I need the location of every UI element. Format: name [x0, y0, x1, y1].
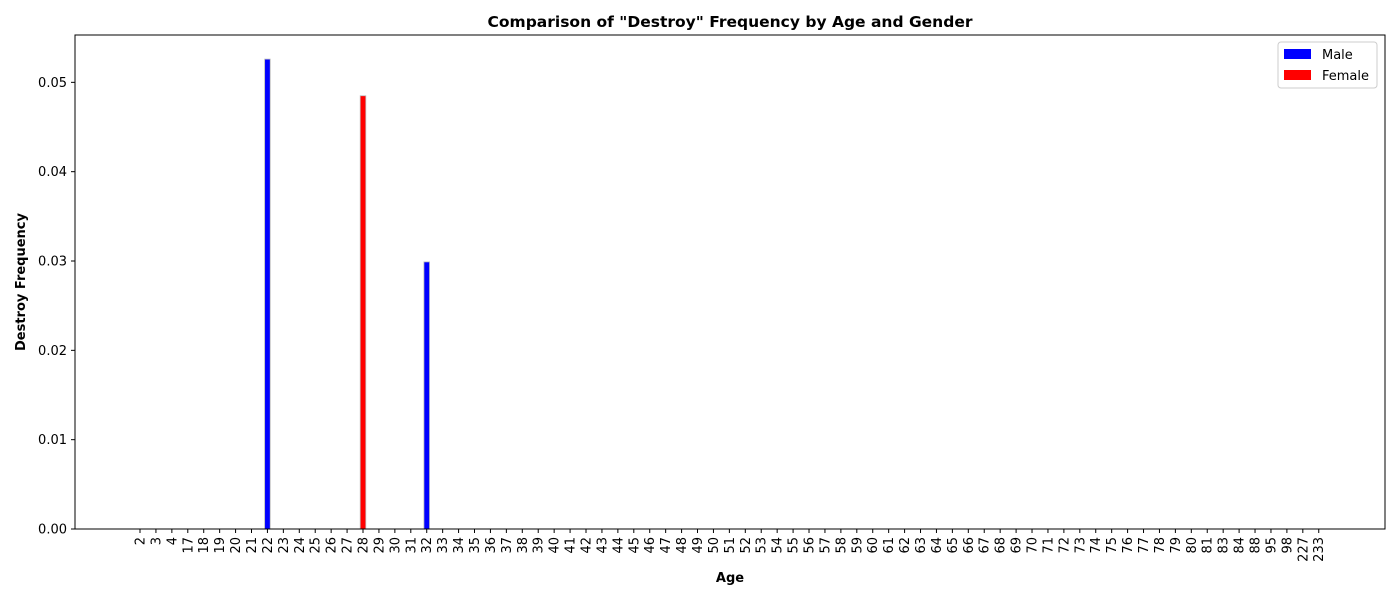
x-tick-label: 81	[1201, 537, 1216, 554]
x-tick-label: 68	[994, 537, 1009, 554]
x-tick-label: 41	[564, 537, 579, 554]
x-tick-label: 44	[611, 537, 626, 554]
x-tick-label: 24	[293, 537, 308, 554]
x-tick-label: 59	[850, 537, 865, 554]
x-tick-label: 46	[643, 537, 658, 554]
x-tick-label: 67	[978, 537, 993, 554]
x-tick-label: 19	[213, 537, 228, 554]
legend-swatch-female	[1284, 70, 1311, 80]
x-tick-label: 78	[1153, 537, 1168, 554]
x-tick-label: 17	[181, 537, 196, 554]
x-tick-label: 72	[1057, 537, 1072, 554]
x-tick-label: 33	[436, 537, 451, 554]
x-tick-label: 49	[691, 537, 706, 554]
x-tick-label: 98	[1280, 537, 1295, 554]
x-tick-label: 74	[1089, 537, 1104, 554]
x-tick-label: 52	[739, 537, 754, 554]
y-tick-label: 0.01	[38, 433, 67, 448]
x-tick-label: 35	[468, 537, 483, 554]
y-tick-label: 0.02	[38, 344, 67, 359]
x-tick-label: 227	[1296, 537, 1311, 562]
x-tick-label: 45	[627, 537, 642, 554]
x-tick-label: 25	[309, 537, 324, 554]
x-tick-label: 43	[595, 537, 610, 554]
x-tick-label: 32	[420, 537, 435, 554]
x-tick-label: 18	[197, 537, 212, 554]
x-tick-label: 66	[962, 537, 977, 554]
plot-frame	[74, 34, 1386, 530]
x-tick-label: 69	[1010, 537, 1025, 554]
y-ticks: 0.00 0.01 0.02 0.03 0.04 0.05	[38, 76, 75, 538]
x-tick-label: 73	[1073, 537, 1088, 554]
x-tick-label: 75	[1105, 537, 1120, 554]
x-tick-label: 3	[149, 537, 164, 545]
x-tick-label: 71	[1041, 537, 1056, 554]
bar-male-22	[264, 58, 271, 530]
x-tick-label: 84	[1233, 537, 1248, 554]
x-tick-label: 233	[1312, 537, 1327, 562]
x-tick-label: 77	[1137, 537, 1152, 554]
x-tick-label: 23	[277, 537, 292, 554]
y-tick-label: 0.00	[38, 523, 67, 538]
x-tick-label: 79	[1169, 537, 1184, 554]
x-tick-label: 36	[484, 537, 499, 554]
x-tick-label: 40	[548, 537, 563, 554]
x-tick-label: 61	[882, 537, 897, 554]
x-tick-label: 22	[261, 537, 276, 554]
x-tick-label: 21	[245, 537, 260, 554]
x-tick-label: 53	[755, 537, 770, 554]
x-tick-label: 70	[1026, 537, 1041, 554]
x-tick-label: 34	[452, 537, 467, 554]
bar-male-32	[423, 261, 430, 530]
y-tick-label: 0.03	[38, 255, 67, 270]
x-tick-label: 30	[388, 537, 403, 554]
x-tick-label: 47	[659, 537, 674, 554]
x-tick-label: 31	[404, 537, 419, 554]
x-tick-label: 88	[1249, 537, 1264, 554]
x-tick-label: 76	[1121, 537, 1136, 554]
x-axis-label: Age	[716, 571, 744, 586]
x-tick-label: 65	[946, 537, 961, 554]
x-tick-label: 27	[341, 537, 356, 554]
x-tick-label: 95	[1264, 537, 1279, 554]
x-tick-label: 55	[787, 537, 802, 554]
x-ticks: 2 3 4 17 18 19 20 21 22 23 24 25 26 27 28 29 30 31 32 33 34 3…	[134, 529, 1327, 562]
plot-area	[75, 35, 1385, 529]
legend-label-male: Male	[1322, 48, 1353, 63]
x-tick-label: 42	[580, 537, 595, 554]
x-tick-label: 62	[898, 537, 913, 554]
x-tick-label: 20	[229, 537, 244, 554]
x-tick-label: 63	[914, 537, 929, 554]
y-tick-label: 0.05	[38, 76, 67, 91]
x-tick-label: 4	[165, 537, 180, 545]
x-tick-label: 80	[1185, 537, 1200, 554]
x-tick-label: 39	[532, 537, 547, 554]
x-tick-label: 54	[771, 537, 786, 554]
x-tick-label: 38	[516, 537, 531, 554]
x-tick-label: 28	[357, 537, 372, 554]
x-tick-label: 48	[675, 537, 690, 554]
bar-female-28	[359, 95, 367, 530]
x-tick-label: 37	[500, 537, 515, 554]
x-tick-label: 57	[818, 537, 833, 554]
x-tick-label: 26	[325, 537, 340, 554]
x-tick-label: 64	[930, 537, 945, 554]
x-tick-label: 83	[1217, 537, 1232, 554]
legend-label-female: Female	[1322, 69, 1369, 84]
x-tick-label: 29	[372, 537, 387, 554]
x-tick-label: 58	[834, 537, 849, 554]
y-axis-label: Destroy Frequency	[14, 212, 29, 351]
y-tick-label: 0.04	[38, 165, 67, 180]
x-tick-label: 51	[723, 537, 738, 554]
x-tick-label: 50	[707, 537, 722, 554]
x-tick-label: 60	[866, 537, 881, 554]
legend-swatch-male	[1284, 49, 1311, 59]
x-tick-label: 56	[803, 537, 818, 554]
x-tick-label: 2	[134, 537, 149, 545]
chart-title: Comparison of "Destroy" Frequency by Age…	[488, 13, 973, 31]
legend: Male Female	[1277, 41, 1378, 89]
